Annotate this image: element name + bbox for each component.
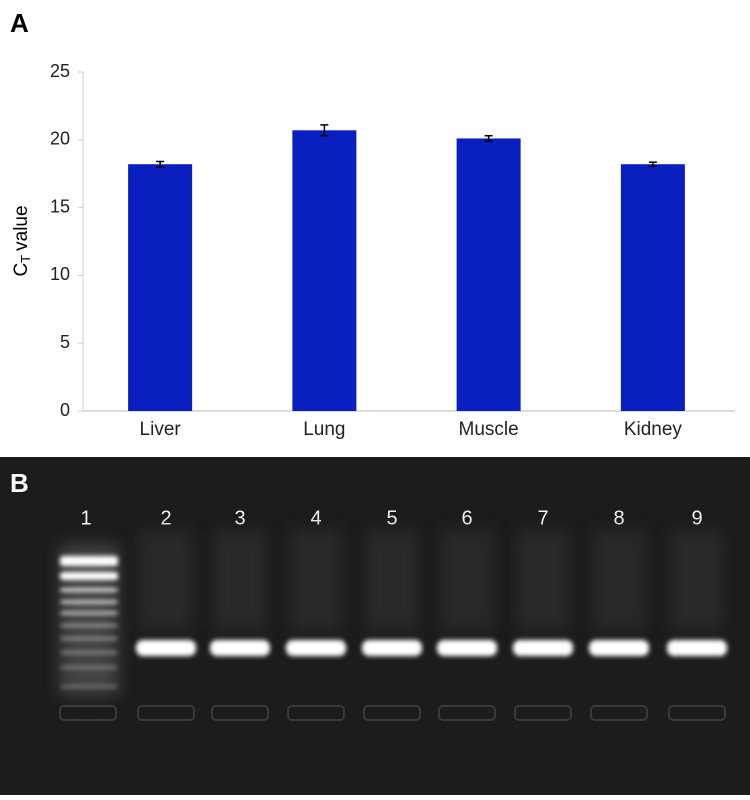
x-tick-label: Lung bbox=[303, 419, 345, 440]
gel: 1 2 3 4 5 6 7 8 9 bbox=[59, 507, 727, 721]
ladder-band bbox=[60, 600, 118, 604]
ladder-band bbox=[60, 637, 118, 640]
lane-label: 1 bbox=[80, 507, 91, 529]
y-label-sub: T bbox=[18, 255, 33, 263]
ladder-band bbox=[60, 666, 118, 669]
error-bar bbox=[648, 161, 657, 167]
well bbox=[137, 705, 195, 721]
lane-smear bbox=[441, 530, 493, 630]
lane-label: 9 bbox=[691, 507, 702, 529]
well bbox=[59, 705, 117, 721]
y-label-rest: value bbox=[11, 205, 32, 250]
lane-smear bbox=[593, 530, 645, 630]
y-tick-label: 10 bbox=[50, 264, 70, 284]
bar bbox=[620, 164, 685, 411]
ladder-band bbox=[60, 572, 118, 580]
ladder-band bbox=[60, 624, 118, 627]
lane-label: 7 bbox=[537, 507, 548, 529]
ladder-band bbox=[60, 556, 118, 566]
x-tick-label: Liver bbox=[140, 419, 182, 440]
error-bar bbox=[484, 134, 493, 142]
lane-smear bbox=[366, 530, 418, 630]
lane-label: 3 bbox=[234, 507, 245, 529]
lane-smear bbox=[517, 530, 569, 630]
y-label-main: C bbox=[11, 263, 32, 277]
dna-band bbox=[513, 640, 573, 656]
well bbox=[287, 705, 345, 721]
lane-label: 8 bbox=[613, 507, 624, 529]
dna-band bbox=[136, 640, 196, 656]
dna-band bbox=[210, 640, 270, 656]
bar bbox=[456, 138, 521, 411]
y-tick-label: 0 bbox=[60, 400, 70, 420]
dna-band bbox=[286, 640, 346, 656]
well bbox=[668, 705, 726, 721]
bar bbox=[128, 164, 193, 411]
ladder-band bbox=[60, 588, 118, 592]
lane-label: 6 bbox=[461, 507, 472, 529]
y-tick-label: 15 bbox=[50, 196, 70, 216]
dna-band bbox=[589, 640, 649, 656]
lane-label: 5 bbox=[386, 507, 397, 529]
well bbox=[211, 705, 269, 721]
lane-smear bbox=[671, 530, 723, 630]
ladder-band bbox=[60, 685, 118, 688]
ladder-band bbox=[60, 651, 118, 654]
panel-label: A bbox=[10, 8, 29, 38]
error-bar bbox=[320, 124, 329, 137]
lane-label: 4 bbox=[310, 507, 321, 529]
panel-label: B bbox=[10, 468, 29, 498]
well bbox=[514, 705, 572, 721]
x-tick-label: Kidney bbox=[624, 419, 683, 440]
y-tick-label: 20 bbox=[50, 129, 70, 149]
y-axis-label: CTvalue bbox=[11, 205, 33, 276]
y-tick-label: 25 bbox=[50, 61, 70, 81]
well bbox=[590, 705, 648, 721]
lane-smear bbox=[140, 530, 192, 630]
dna-band bbox=[362, 640, 422, 656]
ladder-glow bbox=[60, 545, 118, 695]
lane-smear bbox=[214, 530, 266, 630]
dna-band bbox=[437, 640, 497, 656]
error-bar bbox=[156, 160, 165, 168]
bar bbox=[292, 130, 357, 412]
dna-band bbox=[667, 640, 727, 656]
x-tick-label: Muscle bbox=[459, 419, 519, 440]
lane-label: 2 bbox=[160, 507, 171, 529]
ladder-band bbox=[60, 611, 118, 615]
y-tick-label: 5 bbox=[60, 332, 70, 352]
chart: 0 5 10 15 20 25 Liver Lung Muscle Kidney bbox=[50, 61, 685, 440]
lane-smear bbox=[290, 530, 342, 630]
well bbox=[363, 705, 421, 721]
well bbox=[438, 705, 496, 721]
